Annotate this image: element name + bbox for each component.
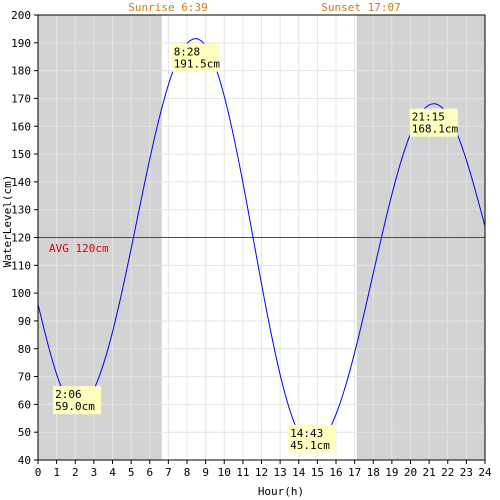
y-tick-label-70: 70 xyxy=(18,371,31,384)
extremum-level-1: 191.5cm xyxy=(174,58,221,71)
x-tick-label-2: 2 xyxy=(72,466,79,479)
x-tick-label-20: 20 xyxy=(404,466,417,479)
y-tick-label-180: 180 xyxy=(11,65,31,78)
x-tick-label-3: 3 xyxy=(91,466,98,479)
extremum-time-0: 2:06 xyxy=(55,388,82,401)
extremum-time-2: 14:43 xyxy=(290,427,323,440)
x-tick-label-11: 11 xyxy=(236,466,249,479)
x-tick-labels: 0 1 2 3 4 5 6 7 8 9 10 11 12 13 14 15 16 17 18 19 20 21 22 23 24 xyxy=(35,466,492,479)
x-axis-title: Hour(h) xyxy=(258,485,304,498)
x-tick-label-8: 8 xyxy=(184,466,191,479)
x-tick-label-24: 24 xyxy=(478,466,492,479)
y-tick-label-80: 80 xyxy=(18,343,31,356)
y-tick-label-120: 120 xyxy=(11,232,31,245)
x-tick-label-14: 14 xyxy=(292,466,306,479)
y-tick-label-110: 110 xyxy=(11,259,31,272)
y-tick-label-50: 50 xyxy=(18,426,31,439)
average-label: AVG 120cm xyxy=(49,242,109,255)
y-tick-label-200: 200 xyxy=(11,9,31,22)
axes xyxy=(34,14,486,464)
y-tick-label-150: 150 xyxy=(11,148,31,161)
y-tick-label-40: 40 xyxy=(18,454,31,467)
x-tick-label-13: 13 xyxy=(274,466,287,479)
y-tick-labels: 40 50 60 70 80 90 100 110 120 130 140 150 160 170 180 1… xyxy=(11,9,31,467)
titles: Sunrise 6:39 Sunset 17:07 Hour(h) WaterL… xyxy=(1,1,401,498)
extremum-time-1: 8:28 xyxy=(174,46,201,59)
x-tick-label-5: 5 xyxy=(128,466,135,479)
x-tick-label-0: 0 xyxy=(35,466,42,479)
extremum-box-0 xyxy=(53,386,102,415)
x-tick-label-17: 17 xyxy=(348,466,361,479)
x-tick-label-19: 19 xyxy=(385,466,398,479)
x-tick-label-15: 15 xyxy=(311,466,324,479)
extremum-box-1 xyxy=(171,43,220,72)
x-tick-label-12: 12 xyxy=(255,466,268,479)
x-tick-label-1: 1 xyxy=(53,466,60,479)
sunset-label: Sunset 17:07 xyxy=(321,1,400,14)
extremum-box-3 xyxy=(409,108,458,137)
sunrise-label: Sunrise 6:39 xyxy=(128,1,207,14)
y-tick-label-90: 90 xyxy=(18,315,31,328)
y-tick-label-190: 190 xyxy=(11,37,31,50)
x-tick-label-21: 21 xyxy=(423,466,436,479)
y-tick-label-140: 140 xyxy=(11,176,31,189)
x-tick-label-18: 18 xyxy=(367,466,380,479)
y-tick-label-170: 170 xyxy=(11,92,31,105)
x-tick-label-7: 7 xyxy=(165,466,172,479)
y-tick-label-100: 100 xyxy=(11,287,31,300)
extremum-level-0: 59.0cm xyxy=(55,400,95,413)
x-tick-label-4: 4 xyxy=(109,466,116,479)
y-tick-label-130: 130 xyxy=(11,204,31,217)
x-tick-label-6: 6 xyxy=(146,466,153,479)
y-tick-label-160: 160 xyxy=(11,120,31,133)
x-tick-label-23: 23 xyxy=(460,466,473,479)
extremum-level-2: 45.1cm xyxy=(290,439,330,452)
x-tick-label-10: 10 xyxy=(218,466,231,479)
extremum-box-2 xyxy=(288,424,337,453)
y-axis-title: WaterLevel(cm) xyxy=(1,175,14,268)
extremum-time-3: 21:15 xyxy=(412,111,445,124)
x-tick-label-16: 16 xyxy=(329,466,342,479)
extremum-level-3: 168.1cm xyxy=(412,123,459,136)
x-tick-label-22: 22 xyxy=(441,466,454,479)
y-tick-label-60: 60 xyxy=(18,398,31,411)
x-tick-label-9: 9 xyxy=(202,466,209,479)
